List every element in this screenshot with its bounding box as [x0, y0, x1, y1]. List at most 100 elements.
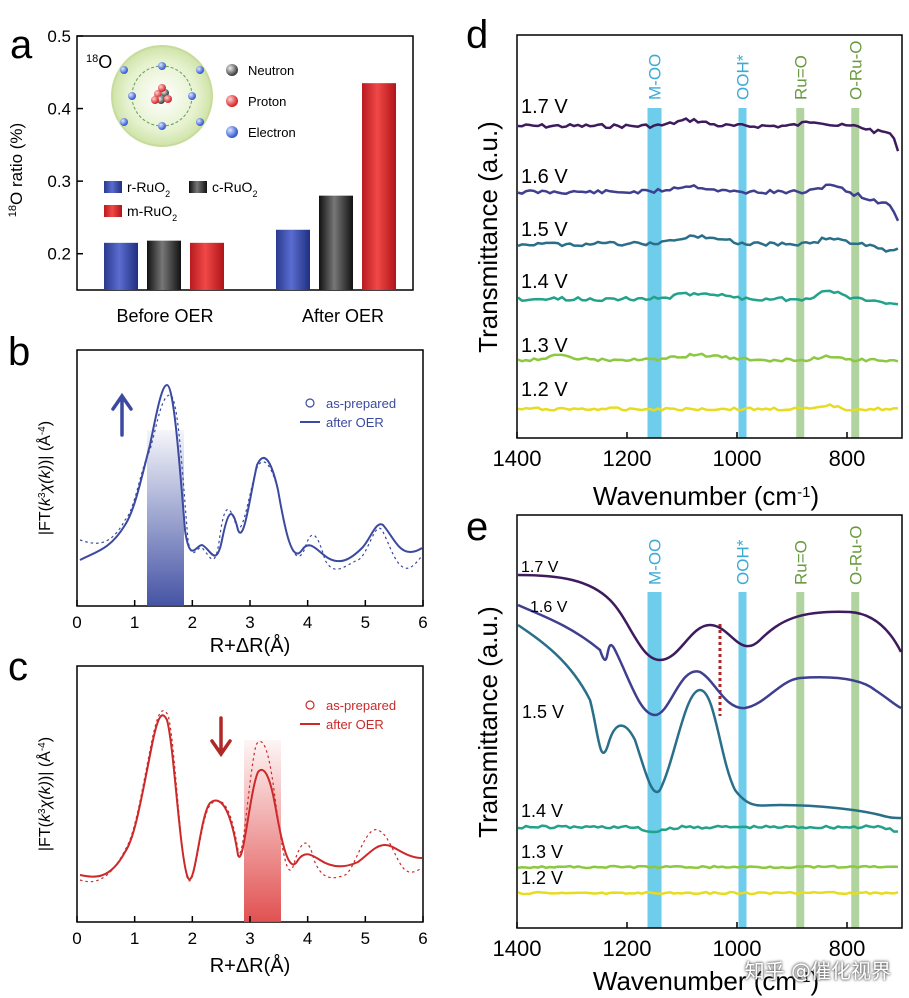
- a-bar-1-1: [319, 195, 353, 290]
- panel-e-series: 1.7 V 1.6 V 1.5 V 1.4 V 1.3 V 1.2 V: [517, 559, 903, 896]
- a-bar-0-1: [147, 240, 181, 290]
- d-curve-3: [517, 289, 899, 306]
- panel-b: b 0 1 2 3 4 5 6 R+ΔR(Å) |FT(k3χ(k))| (Å-4) as-…: [8, 330, 428, 657]
- panel-b-frame: [76, 349, 424, 607]
- e-series-label-5: 1.2 V: [521, 868, 563, 888]
- d-series-label-4: 1.3 V: [521, 335, 568, 357]
- panel-c-legend-after-oer: after OER: [326, 717, 384, 732]
- panel-e-letter: e: [466, 505, 488, 549]
- a-bar-1-0: [276, 229, 310, 290]
- b-xtick-label-4: 4: [303, 613, 312, 632]
- legend-swatch-m: [104, 205, 122, 217]
- electron-legend-icon: [226, 126, 238, 138]
- panel-a-letter: a: [10, 23, 33, 67]
- e-band-label-0: M-OO: [646, 539, 665, 585]
- legend-swatch-c: [189, 181, 207, 193]
- d-band-1: [738, 108, 747, 438]
- e-curve-3: [517, 824, 899, 834]
- panel-c-ylabel: |FT(k3χ(k))| (Å-4): [35, 737, 54, 851]
- a-ytick-label-2: 0.4: [47, 100, 71, 119]
- panel-a-bars: [104, 83, 396, 291]
- c-xtick-label-1: 1: [130, 929, 139, 948]
- d-curve-0: [517, 117, 900, 152]
- panel-b-letter: b: [8, 330, 30, 374]
- e-series-label-2: 1.5 V: [522, 702, 564, 722]
- panel-e: e M-OO OOH* Ru=O O-Ru-O 1400 1200 1000 800 Wav…: [466, 505, 903, 996]
- panel-c-x-axis: 0 1 2 3 4 5 6: [72, 916, 428, 948]
- panel-c-xlabel: R+ΔR(Å): [210, 954, 291, 977]
- d-curve-2: [517, 234, 899, 253]
- e-series-label-3: 1.4 V: [521, 801, 563, 821]
- e-xtick-label-3: 800: [829, 936, 866, 961]
- panel-e-ylabel: Transmittance (a.u.): [473, 606, 503, 838]
- panel-c-letter: c: [8, 645, 28, 689]
- panel-b-legend-as-prepared: as-prepared: [326, 396, 396, 411]
- e-series-label-4: 1.3 V: [521, 842, 563, 862]
- d-band-label-0: M-OO: [646, 54, 665, 100]
- legend-marker-as-prepared-b: [305, 398, 315, 408]
- panel-c-curve-after-oer: [79, 714, 423, 881]
- neutron-legend-icon: [226, 64, 238, 76]
- panel-e-frame: [516, 514, 903, 929]
- c-xtick-label-3: 3: [245, 929, 254, 948]
- b-xtick-label-1: 1: [130, 613, 139, 632]
- panel-c-arrow-down: [210, 716, 232, 758]
- panel-d: d M-OO OOH* Ru=O O-Ru-O 1400 1200 1000 800 Wav…: [466, 13, 903, 511]
- panel-e-x-axis: 1400 1200 1000 800: [493, 922, 866, 961]
- panel-d-letter: d: [466, 13, 488, 57]
- d-series-label-5: 1.2 V: [521, 379, 568, 401]
- panel-c-highlight: [244, 740, 281, 922]
- d-curve-5: [517, 403, 899, 412]
- panel-a-inset: 18O Neutron Proton Electron: [86, 45, 296, 147]
- legend-label-c: c-RuO2: [212, 179, 257, 199]
- a-ytick-label-1: 0.3: [47, 172, 71, 191]
- proton-legend-icon: [226, 95, 238, 107]
- panel-b-xlabel: R+ΔR(Å): [210, 634, 291, 657]
- panel-b-curve-after-oer: [79, 383, 423, 563]
- d-band-0: [647, 108, 662, 438]
- inset-legend-neutron: Neutron: [248, 63, 294, 78]
- c-xtick-label-0: 0: [72, 929, 81, 948]
- atom-electrons: [120, 62, 204, 130]
- panel-d-ylabel: Transmittance (a.u.): [473, 121, 503, 353]
- d-band-label-3: O-Ru-O: [846, 41, 865, 101]
- e-curve-1: [517, 603, 902, 717]
- panel-a-y-axis: 0.2 0.3 0.4 0.5: [47, 27, 83, 264]
- d-band-2: [796, 108, 805, 438]
- e-xtick-label-0: 1400: [493, 936, 542, 961]
- inset-legend-electron: Electron: [248, 125, 296, 140]
- e-band-3: [851, 592, 860, 928]
- c-xtick-label-4: 4: [303, 929, 312, 948]
- panel-d-series: 1.7 V 1.6 V 1.5 V 1.4 V 1.3 V 1.2 V: [517, 96, 900, 412]
- e-series-label-1: 1.6 V: [530, 599, 568, 616]
- d-series-label-3: 1.4 V: [521, 271, 568, 293]
- b-xtick-label-5: 5: [361, 613, 370, 632]
- panel-c-legend-as-prepared: as-prepared: [326, 698, 396, 713]
- atom-nucleus: [151, 84, 172, 104]
- panel-b-ylabel: |FT(k3χ(k))| (Å-4): [35, 421, 54, 535]
- a-bar-0-2: [190, 242, 224, 290]
- panel-b-highlight: [147, 430, 184, 606]
- legend-label-m: m-RuO2: [127, 203, 177, 223]
- e-band-2: [796, 592, 805, 928]
- legend-swatch-r: [104, 181, 122, 193]
- d-xtick-label-1: 1200: [603, 446, 652, 471]
- watermark: 知乎 @催化视界: [744, 959, 891, 983]
- d-curve-4: [517, 352, 899, 363]
- d-series-label-0: 1.7 V: [521, 96, 568, 118]
- legend-label-r: r-RuO2: [127, 179, 170, 199]
- d-xtick-label-3: 800: [829, 446, 866, 471]
- b-xtick-label-2: 2: [188, 613, 197, 632]
- e-xtick-label-1: 1200: [603, 936, 652, 961]
- e-series-label-0: 1.7 V: [521, 559, 559, 576]
- e-band-1: [738, 592, 747, 928]
- e-band-label-3: O-Ru-O: [846, 526, 865, 586]
- c-xtick-label-5: 5: [361, 929, 370, 948]
- e-curve-4: [517, 864, 899, 870]
- a-ytick-label-3: 0.5: [47, 27, 71, 46]
- b-xtick-label-3: 3: [245, 613, 254, 632]
- b-xtick-label-0: 0: [72, 613, 81, 632]
- e-curve-0: [517, 573, 903, 662]
- d-band-label-1: OOH*: [734, 54, 753, 100]
